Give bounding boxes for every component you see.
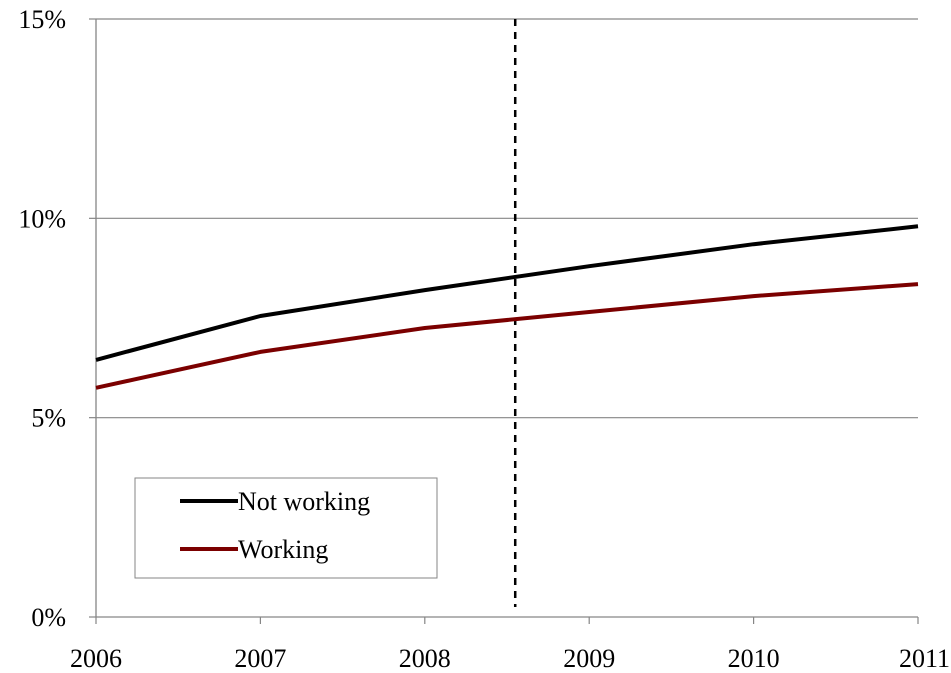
x-tick-label: 2009 xyxy=(563,644,615,673)
legend-box xyxy=(134,477,438,579)
x-tick-label: 2006 xyxy=(70,644,122,673)
y-tick-label: 15% xyxy=(18,5,66,34)
legend-label-not-working: Not working xyxy=(238,487,370,516)
legend-label-working: Working xyxy=(238,535,328,564)
legend: Not working Working xyxy=(134,477,438,579)
y-tick-labels: 0% 5% 10% 15% xyxy=(18,5,66,632)
series-group xyxy=(95,224,919,390)
x-tick-label: 2011 xyxy=(899,644,950,673)
y-tick-label: 10% xyxy=(18,204,66,233)
gridlines xyxy=(89,18,919,624)
axes xyxy=(95,19,918,618)
x-tick-label: 2010 xyxy=(728,644,780,673)
series-line-not-working xyxy=(95,224,919,362)
x-tick-label: 2008 xyxy=(399,644,451,673)
x-tick-label: 2007 xyxy=(234,644,286,673)
x-tick-labels: 2006 2007 2008 2009 2010 2011 xyxy=(70,644,950,673)
y-tick-label: 0% xyxy=(31,603,66,632)
y-tick-label: 5% xyxy=(31,404,66,433)
series-line-working xyxy=(95,282,919,390)
